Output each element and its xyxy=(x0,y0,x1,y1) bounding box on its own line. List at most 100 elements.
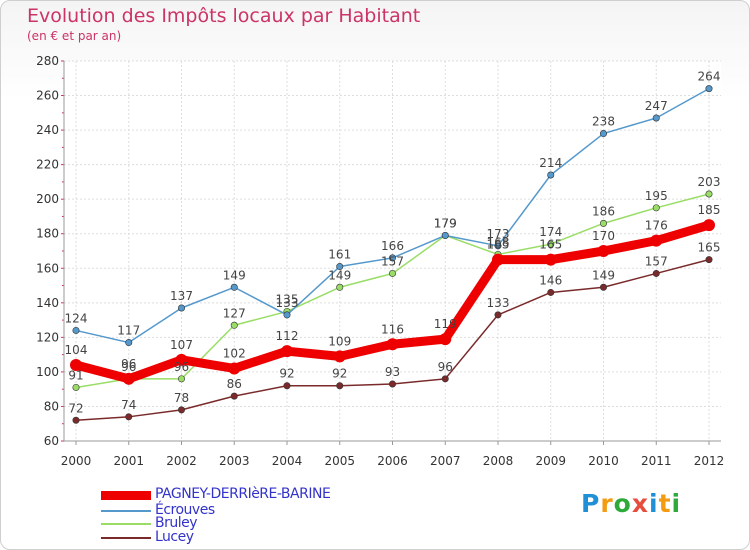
data-point xyxy=(336,263,344,271)
x-tick-label: 2004 xyxy=(272,454,303,468)
legend-swatch-bruley xyxy=(101,523,151,525)
data-label: 92 xyxy=(279,367,294,381)
chart-title: Evolution des Impôts locaux par Habitant xyxy=(27,5,421,27)
legend-label-lucey: Lucey xyxy=(155,529,194,545)
data-label: 166 xyxy=(381,239,404,253)
logo-letter: x xyxy=(631,489,649,518)
data-label: 107 xyxy=(170,338,193,352)
data-point xyxy=(650,234,663,247)
data-label: 179 xyxy=(434,216,457,230)
data-point xyxy=(283,311,291,319)
data-point xyxy=(178,375,186,383)
data-label: 186 xyxy=(592,204,615,218)
y-tick-label: 100 xyxy=(36,365,59,379)
data-label: 96 xyxy=(121,357,136,371)
data-label: 179 xyxy=(434,216,457,230)
y-tick-label: 180 xyxy=(36,227,59,241)
data-point xyxy=(705,190,713,198)
logo-letter: o xyxy=(613,489,632,518)
data-point xyxy=(547,171,555,179)
data-label: 149 xyxy=(223,268,246,282)
x-tick-label: 2011 xyxy=(641,454,672,468)
data-label: 96 xyxy=(438,360,453,374)
y-tick-label: 160 xyxy=(36,261,59,275)
logo-letter: i xyxy=(649,489,659,518)
data-label: 165 xyxy=(487,238,510,252)
y-tick-label: 220 xyxy=(36,158,59,172)
data-label: 264 xyxy=(698,70,721,84)
data-label: 102 xyxy=(223,346,246,360)
data-label: 146 xyxy=(539,273,562,287)
y-tick-label: 260 xyxy=(36,89,59,103)
y-tick-label: 200 xyxy=(36,192,59,206)
data-point xyxy=(599,219,607,227)
data-point xyxy=(333,350,346,363)
data-label: 176 xyxy=(645,219,668,233)
data-label: 86 xyxy=(227,377,242,391)
logo-letter: P xyxy=(581,489,601,518)
data-label: 247 xyxy=(645,99,668,113)
logo-letter: t xyxy=(658,489,672,518)
data-point xyxy=(388,269,396,277)
chart-subtitle: (en € et par an) xyxy=(27,29,122,43)
data-point xyxy=(336,382,344,390)
x-tick-label: 2005 xyxy=(324,454,355,468)
data-label: 161 xyxy=(328,248,351,262)
data-point xyxy=(178,406,186,414)
data-label: 96 xyxy=(121,360,136,374)
data-label: 195 xyxy=(645,189,668,203)
data-label: 185 xyxy=(698,203,721,217)
data-point xyxy=(652,269,660,277)
x-tick-label: 2000 xyxy=(61,454,92,468)
x-tick-label: 2002 xyxy=(166,454,197,468)
data-label: 149 xyxy=(328,268,351,282)
data-point xyxy=(597,245,610,257)
data-point xyxy=(72,416,80,424)
data-point xyxy=(441,231,449,239)
legend-label-ecrouves: Écrouves xyxy=(155,502,215,518)
data-label: 135 xyxy=(276,292,299,306)
data-point xyxy=(705,256,713,264)
x-tick-label: 2010 xyxy=(588,454,619,468)
x-tick-label: 2012 xyxy=(694,454,725,468)
data-point xyxy=(599,130,607,138)
series-layer xyxy=(70,85,715,424)
x-tick-label: 2007 xyxy=(430,454,461,468)
x-tick-label: 2003 xyxy=(219,454,250,468)
legend-swatch-ecrouves xyxy=(101,510,151,512)
data-point xyxy=(336,283,344,291)
data-label: 72 xyxy=(68,401,83,415)
data-point xyxy=(281,345,293,358)
x-tick-label: 2008 xyxy=(483,454,514,468)
data-point xyxy=(547,288,555,296)
data-label: 117 xyxy=(117,324,140,338)
data-label: 112 xyxy=(276,329,299,343)
data-point xyxy=(122,372,135,385)
data-label: 203 xyxy=(698,175,721,189)
data-point xyxy=(175,353,188,366)
data-label: 74 xyxy=(121,398,136,412)
y-tick-label: 240 xyxy=(36,123,59,137)
data-point xyxy=(228,362,241,375)
data-label: 133 xyxy=(487,296,510,310)
y-tick-label: 60 xyxy=(44,434,59,448)
proxiti-logo: Proxiti xyxy=(581,489,681,518)
data-point xyxy=(703,219,715,232)
legend-swatch-pagney xyxy=(101,491,151,500)
data-point xyxy=(494,311,502,319)
data-point xyxy=(386,338,399,351)
x-tick-label: 2009 xyxy=(535,454,566,468)
data-label: 116 xyxy=(381,322,404,336)
data-label: 170 xyxy=(592,229,615,243)
data-label: 119 xyxy=(434,317,457,331)
data-point xyxy=(230,321,238,329)
data-point xyxy=(439,333,452,346)
data-point xyxy=(494,242,502,250)
data-label: 149 xyxy=(592,268,615,282)
legend-swatch-lucey xyxy=(101,537,151,539)
data-point xyxy=(283,382,291,390)
data-point xyxy=(230,283,238,291)
data-label: 165 xyxy=(539,238,562,252)
data-point xyxy=(72,326,80,334)
legend-label-bruley: Bruley xyxy=(155,515,198,531)
